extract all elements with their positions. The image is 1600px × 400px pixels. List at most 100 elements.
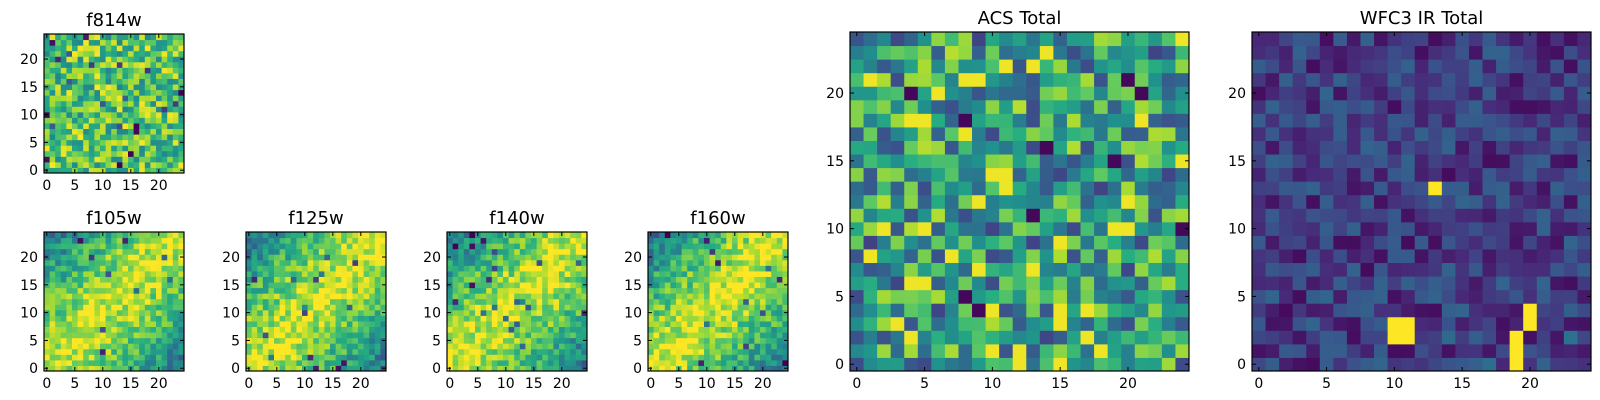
heatmap-cell bbox=[1523, 262, 1538, 277]
heatmap-cell bbox=[1523, 248, 1538, 264]
heatmap-cell bbox=[1550, 276, 1565, 291]
heatmap-cell bbox=[1374, 86, 1389, 101]
heatmap-cell bbox=[358, 276, 365, 283]
heatmap-cell bbox=[1148, 262, 1163, 277]
heatmap-cell bbox=[1414, 86, 1429, 101]
heatmap-cell bbox=[917, 154, 932, 169]
heatmap-cell bbox=[100, 67, 107, 74]
heatmap-cell bbox=[279, 359, 286, 366]
heatmap-cell bbox=[144, 254, 151, 261]
heatmap-cell bbox=[330, 343, 337, 350]
heatmap-cell bbox=[1468, 99, 1484, 114]
heatmap-cell bbox=[985, 316, 1000, 331]
heatmap-cell bbox=[44, 343, 51, 350]
heatmap-cell bbox=[681, 248, 688, 255]
heatmap-cell bbox=[341, 237, 348, 244]
heatmap-cell bbox=[122, 67, 129, 74]
heatmap-cell bbox=[83, 293, 90, 300]
heatmap-cell bbox=[514, 237, 521, 244]
heatmap-cell bbox=[765, 287, 772, 294]
heatmap-cell bbox=[877, 32, 892, 47]
heatmap-cell bbox=[128, 111, 135, 118]
heatmap-cell bbox=[49, 128, 56, 135]
heatmap-cell bbox=[178, 78, 185, 85]
heatmap-cell bbox=[1536, 181, 1551, 196]
heatmap-cell bbox=[83, 139, 90, 146]
heatmap-cell bbox=[1148, 289, 1163, 304]
heatmap-cell bbox=[570, 293, 577, 300]
heatmap-cell bbox=[116, 343, 123, 350]
heatmap-cell bbox=[55, 343, 62, 350]
heatmap-cell bbox=[1094, 262, 1109, 277]
heatmap-cell bbox=[542, 287, 549, 294]
heatmap-cell bbox=[1026, 113, 1041, 128]
heatmap-cell bbox=[44, 243, 51, 250]
heatmap-cell bbox=[335, 293, 342, 300]
heatmap-cell bbox=[890, 181, 905, 196]
heatmap-cell bbox=[1563, 303, 1578, 318]
heatmap-cell bbox=[648, 265, 655, 272]
heatmap-cell bbox=[497, 298, 504, 305]
heatmap-cell bbox=[246, 348, 253, 355]
heatmap-cell bbox=[704, 287, 711, 294]
heatmap-cell bbox=[346, 326, 353, 333]
heatmap-cell bbox=[341, 343, 348, 350]
heatmap-cell bbox=[66, 320, 73, 328]
heatmap-cell bbox=[335, 232, 342, 239]
heatmap-cell bbox=[664, 254, 671, 261]
heatmap-cell bbox=[508, 282, 515, 289]
heatmap-cell bbox=[307, 354, 314, 361]
heatmap-cell bbox=[850, 343, 865, 358]
heatmap-cell bbox=[60, 304, 67, 311]
heatmap-cell bbox=[172, 304, 179, 311]
heatmap-cell bbox=[1094, 140, 1109, 155]
heatmap-cell bbox=[687, 232, 694, 239]
heatmap-cell bbox=[1279, 99, 1294, 114]
heatmap-cell bbox=[100, 117, 107, 124]
heatmap-cell bbox=[737, 326, 744, 333]
heatmap-cell bbox=[122, 89, 129, 96]
heatmap-cell bbox=[1279, 276, 1294, 291]
heatmap-cell bbox=[681, 265, 688, 272]
heatmap-cell bbox=[944, 99, 959, 114]
heatmap-cell bbox=[765, 326, 772, 333]
heatmap-cell bbox=[1333, 113, 1348, 128]
heatmap-cell bbox=[547, 337, 554, 344]
heatmap-cell bbox=[268, 287, 275, 294]
heatmap-cell bbox=[1414, 45, 1429, 60]
x-tick-label: 0 bbox=[42, 376, 51, 392]
heatmap-cell bbox=[246, 265, 253, 272]
heatmap-cell bbox=[1482, 45, 1497, 60]
heatmap-cell bbox=[1319, 72, 1334, 87]
heatmap-cell bbox=[698, 293, 705, 300]
heatmap-cell bbox=[687, 237, 694, 244]
heatmap-cell bbox=[547, 265, 554, 272]
heatmap-cell bbox=[156, 265, 163, 272]
heatmap-cell bbox=[133, 139, 140, 146]
heatmap-cell bbox=[999, 140, 1014, 155]
heatmap-cell bbox=[83, 117, 90, 124]
heatmap-cell bbox=[709, 354, 716, 361]
heatmap-cell bbox=[133, 117, 140, 124]
heatmap-cell bbox=[743, 343, 750, 350]
heatmap-cell bbox=[486, 265, 493, 272]
heatmap-cell bbox=[491, 326, 498, 333]
heatmap-cell bbox=[944, 167, 959, 182]
heatmap-cell bbox=[1455, 140, 1470, 155]
heatmap-cell bbox=[1053, 330, 1068, 345]
heatmap-cell bbox=[94, 293, 101, 300]
heatmap-cell bbox=[161, 237, 168, 244]
heatmap-cell bbox=[581, 298, 588, 305]
heatmap-cell bbox=[44, 78, 51, 85]
heatmap-cell bbox=[1509, 59, 1524, 74]
heatmap-cell bbox=[1536, 59, 1551, 74]
heatmap-cell bbox=[536, 232, 543, 239]
heatmap-cell bbox=[681, 293, 688, 300]
heatmap-cell bbox=[1387, 289, 1402, 304]
heatmap-cell bbox=[268, 232, 275, 239]
heatmap-cell bbox=[83, 298, 90, 305]
heatmap-cell bbox=[279, 326, 286, 333]
heatmap-cell bbox=[670, 315, 677, 322]
heatmap-cell bbox=[503, 270, 510, 277]
heatmap-cell bbox=[150, 156, 157, 163]
